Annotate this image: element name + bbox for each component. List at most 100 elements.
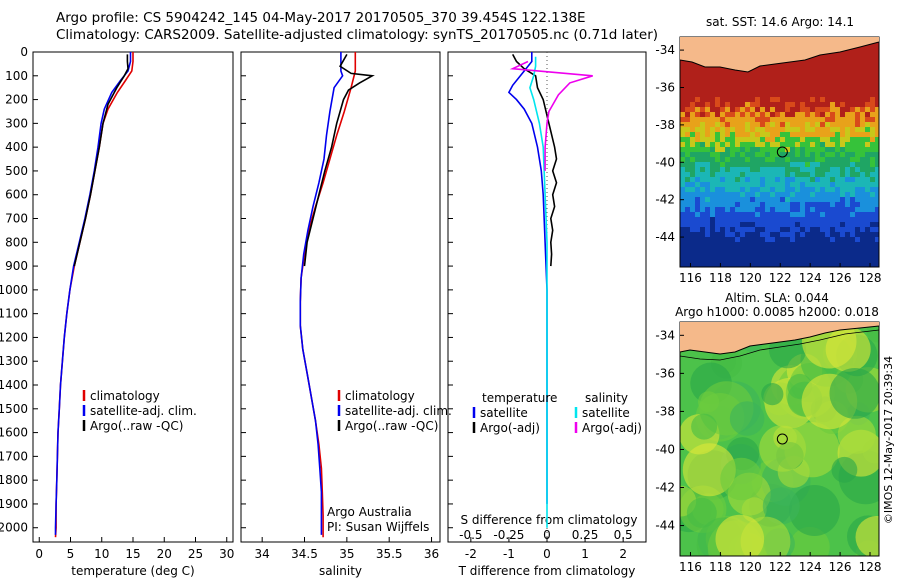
sst-grid-cell (835, 202, 840, 207)
sst-grid-cell (875, 212, 879, 217)
sst-grid-cell (685, 92, 690, 97)
sst-grid-cell (840, 202, 845, 207)
sst-grid-cell (855, 217, 860, 222)
sst-grid-cell (835, 172, 840, 177)
sst-grid-cell (775, 197, 780, 202)
sst-grid-cell (835, 262, 840, 267)
sst-grid-cell (790, 122, 795, 127)
sst-grid-cell (810, 212, 815, 217)
sst-grid-cell (730, 122, 735, 127)
sst-grid-cell (755, 247, 760, 252)
x-tick-label: 0 (543, 547, 551, 561)
sst-grid-cell (850, 207, 855, 212)
sst-grid-cell (720, 142, 725, 147)
sst-grid-cell (815, 142, 820, 147)
sst-grid-cell (725, 162, 730, 167)
sst-grid-cell (690, 82, 695, 87)
sst-grid-cell (795, 157, 800, 162)
sst-grid-cell (860, 187, 865, 192)
sst-grid-cell (685, 67, 690, 72)
sst-grid-cell (850, 222, 855, 227)
sst-grid-cell (870, 192, 875, 197)
sst-grid-cell (820, 222, 825, 227)
sst-grid-cell (700, 247, 705, 252)
sst-grid-cell (755, 222, 760, 227)
sst-grid-cell (760, 207, 765, 212)
sst-grid-cell (770, 117, 775, 122)
sst-grid-cell (770, 162, 775, 167)
sst-grid-cell (875, 142, 879, 147)
sst-grid-cell (755, 257, 760, 262)
sst-grid-cell (710, 137, 715, 142)
sst-grid-cell (850, 237, 855, 242)
sst-grid-cell (840, 57, 845, 62)
sst-grid-cell (725, 227, 730, 232)
sst-grid-cell (740, 252, 745, 257)
sst-grid-cell (825, 217, 830, 222)
sst-grid-cell (770, 177, 775, 182)
sst-grid-cell (680, 127, 685, 132)
sst-grid-cell (725, 157, 730, 162)
sst-grid-cell (855, 232, 860, 237)
sst-grid-cell (825, 137, 830, 142)
sst-grid-cell (690, 262, 695, 267)
sst-grid-cell (760, 92, 765, 97)
sst-grid-cell (790, 92, 795, 97)
sst-grid-cell (710, 212, 715, 217)
sst-grid-cell (870, 107, 875, 112)
sst-grid-cell (875, 257, 879, 262)
sst-grid-cell (760, 182, 765, 187)
sst-grid-cell (840, 77, 845, 82)
sst-grid-cell (875, 172, 879, 177)
sst-grid-cell (810, 72, 815, 77)
y-tick-label: 500 (5, 164, 28, 178)
sst-grid-cell (840, 112, 845, 117)
sst-grid-cell (855, 252, 860, 257)
sst-grid-cell (800, 262, 805, 267)
sst-grid-cell (775, 212, 780, 217)
sst-grid-cell (765, 157, 770, 162)
sst-grid-cell (785, 222, 790, 227)
sst-grid-cell (850, 47, 855, 52)
sst-grid-cell (785, 162, 790, 167)
sst-grid-cell (780, 252, 785, 257)
sst-grid-cell (690, 107, 695, 112)
sst-grid-cell (830, 197, 835, 202)
sst-grid-cell (720, 182, 725, 187)
sst-grid-cell (715, 202, 720, 207)
sst-grid-cell (715, 87, 720, 92)
sst-grid-cell (825, 102, 830, 107)
sst-grid-cell (835, 177, 840, 182)
sst-grid-cell (745, 227, 750, 232)
sst-grid-cell (765, 192, 770, 197)
sst-grid-cell (865, 127, 870, 132)
sst-grid-cell (720, 137, 725, 142)
sst-grid-cell (860, 222, 865, 227)
map-x-tick-label: 118 (709, 271, 732, 285)
sst-grid-cell (780, 222, 785, 227)
sst-grid-cell (760, 112, 765, 117)
sst-grid-cell (825, 82, 830, 87)
sst-grid-cell (835, 67, 840, 72)
sst-grid-cell (790, 217, 795, 222)
sst-grid-cell (830, 132, 835, 137)
sst-grid-cell (785, 202, 790, 207)
sst-grid-cell (780, 197, 785, 202)
x-tick-label: 5 (67, 547, 75, 561)
sst-grid-cell (860, 112, 865, 117)
sst-grid-cell (845, 72, 850, 77)
sst-grid-cell (805, 97, 810, 102)
sst-grid-cell (755, 202, 760, 207)
sst-grid-cell (715, 92, 720, 97)
sst-grid-cell (795, 107, 800, 112)
sst-grid-cell (715, 162, 720, 167)
sst-grid-cell (790, 222, 795, 227)
sst-grid-cell (860, 147, 865, 152)
sst-grid-cell (705, 117, 710, 122)
sla-anomaly-blob (720, 457, 763, 501)
sst-grid-cell (735, 227, 740, 232)
sst-grid-cell (830, 217, 835, 222)
sst-grid-cell (745, 112, 750, 117)
sst-grid-cell (870, 177, 875, 182)
legend-item: Argo(..raw -QC) (345, 419, 438, 433)
